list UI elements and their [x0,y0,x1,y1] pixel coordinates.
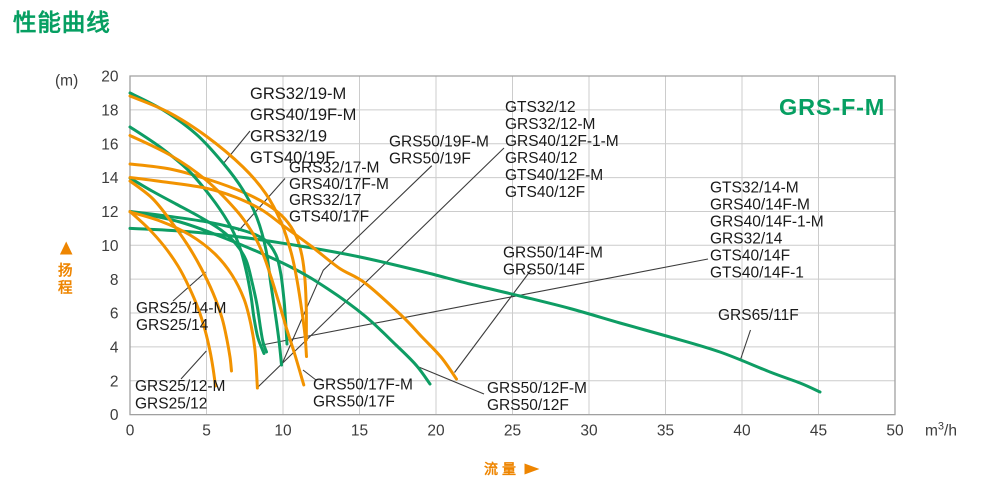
svg-text:GRS50/14F: GRS50/14F [503,262,585,279]
svg-text:GRS50/19F: GRS50/19F [389,151,471,168]
svg-text:0: 0 [126,423,135,440]
svg-text:GRS40/14F-1-M: GRS40/14F-1-M [710,214,824,231]
svg-text:扬: 扬 [58,262,73,280]
svg-text:性能曲线: 性能曲线 [13,9,111,36]
svg-text:GRS25/14: GRS25/14 [136,317,209,334]
svg-text:GRS40/19F-M: GRS40/19F-M [250,106,356,124]
svg-text:35: 35 [657,423,674,440]
svg-text:m3/h: m3/h [925,421,957,440]
svg-text:18: 18 [101,103,118,120]
svg-text:GRS-F-M: GRS-F-M [779,94,885,120]
svg-text:GRS25/12: GRS25/12 [135,396,207,413]
svg-text:流量: 流量 [484,461,520,477]
svg-text:45: 45 [810,423,827,440]
svg-text:5: 5 [202,423,211,440]
svg-text:GRS25/14-M: GRS25/14-M [136,300,226,317]
svg-text:GRS32/12-M: GRS32/12-M [505,116,595,133]
svg-text:GTS40/12F: GTS40/12F [505,184,585,201]
svg-text:6: 6 [110,306,119,323]
svg-text:GRS50/14F-M: GRS50/14F-M [503,245,603,262]
svg-text:GRS40/12: GRS40/12 [505,150,577,167]
svg-text:GRS32/19: GRS32/19 [250,128,327,146]
svg-text:GRS32/17-M: GRS32/17-M [289,160,379,177]
svg-text:GRS32/17: GRS32/17 [289,192,361,209]
svg-text:GTS40/12F-M: GTS40/12F-M [505,167,603,184]
svg-text:GRS32/14: GRS32/14 [710,231,783,248]
svg-text:14: 14 [101,170,119,187]
svg-text:GTS32/12: GTS32/12 [505,99,576,116]
svg-text:GRS40/14F-M: GRS40/14F-M [710,197,810,214]
svg-text:GTS40/19F: GTS40/19F [250,149,335,167]
svg-text:GRS32/19-M: GRS32/19-M [250,85,346,103]
svg-text:0: 0 [110,407,119,424]
svg-text:(m): (m) [55,73,78,90]
svg-text:8: 8 [110,272,119,289]
svg-text:程: 程 [58,280,73,297]
svg-text:GRS50/19F-M: GRS50/19F-M [389,134,489,151]
svg-text:4: 4 [110,340,119,357]
svg-text:GTS40/14F-1: GTS40/14F-1 [710,265,804,282]
svg-text:GRS65/11F: GRS65/11F [718,307,799,324]
svg-text:GRS50/12F: GRS50/12F [487,397,569,414]
svg-text:GRS25/12-M: GRS25/12-M [135,378,225,395]
svg-text:25: 25 [504,423,521,440]
svg-text:20: 20 [427,423,445,440]
svg-text:30: 30 [580,423,598,440]
svg-text:GTS32/14-M: GTS32/14-M [710,180,799,197]
svg-text:GTS40/17F: GTS40/17F [289,208,369,225]
svg-text:20: 20 [101,69,119,86]
svg-text:GTS40/14F: GTS40/14F [710,248,790,265]
svg-text:40: 40 [733,423,751,440]
svg-text:50: 50 [886,423,904,440]
svg-text:2: 2 [110,373,119,390]
svg-text:GRS50/17F-M: GRS50/17F-M [313,377,413,394]
svg-text:15: 15 [351,423,368,440]
svg-text:10: 10 [101,238,119,255]
svg-text:12: 12 [101,204,118,221]
svg-text:GRS40/17F-M: GRS40/17F-M [289,176,389,193]
svg-text:10: 10 [274,423,292,440]
svg-text:GRS50/12F-M: GRS50/12F-M [487,380,587,397]
svg-text:GRS40/12F-1-M: GRS40/12F-1-M [505,133,619,150]
svg-text:GRS50/17F: GRS50/17F [313,394,395,411]
svg-text:16: 16 [101,136,118,153]
